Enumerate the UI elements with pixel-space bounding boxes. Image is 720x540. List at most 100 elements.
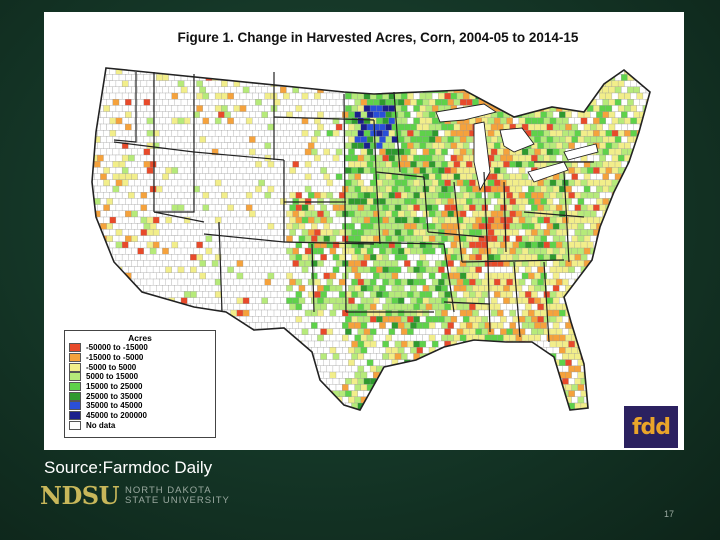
county-cell	[596, 384, 604, 392]
county-cell	[583, 272, 592, 281]
county-cell	[177, 241, 185, 249]
county-cell	[255, 396, 264, 404]
county-cell	[438, 68, 446, 75]
county-cell	[397, 68, 406, 69]
county-cell	[524, 278, 532, 286]
county-cell	[639, 161, 648, 169]
county-cell	[447, 185, 455, 193]
county-cell	[621, 347, 629, 355]
county-cell	[596, 136, 604, 144]
county-cell	[577, 86, 586, 95]
county-cell	[493, 229, 501, 237]
county-cell	[521, 309, 529, 317]
county-cell	[298, 322, 306, 330]
county-cell	[276, 378, 284, 386]
county-cell	[447, 68, 455, 69]
county-cell	[385, 123, 393, 131]
county-cell	[528, 384, 535, 392]
county-cell	[565, 111, 573, 119]
county-cell	[630, 229, 639, 237]
county-cell	[118, 86, 127, 94]
county-cell	[187, 68, 195, 69]
county-cell	[617, 216, 625, 225]
county-cell	[357, 142, 365, 150]
county-cell	[503, 74, 511, 82]
county-cell	[518, 316, 526, 323]
county-cell	[109, 278, 118, 287]
county-cell	[311, 371, 318, 380]
county-cell	[639, 210, 647, 218]
county-cell	[140, 105, 148, 112]
county-cell	[435, 123, 443, 131]
county-cell	[642, 204, 650, 212]
county-cell	[565, 334, 573, 342]
county-cell	[214, 390, 223, 398]
county-cell	[252, 340, 260, 349]
county-cell	[590, 111, 597, 119]
county-cell	[295, 142, 303, 150]
county-cell	[103, 179, 111, 187]
county-cell	[410, 384, 419, 392]
county-cell	[624, 192, 632, 200]
county-cell	[245, 167, 254, 174]
county-cell	[593, 390, 601, 398]
county-cell	[171, 316, 179, 323]
county-cell	[137, 322, 146, 330]
county-cell	[559, 223, 567, 231]
county-cell	[639, 322, 648, 330]
county-cell	[456, 130, 464, 138]
county-cell	[596, 198, 603, 206]
county-cell	[528, 198, 535, 205]
county-cell	[388, 390, 396, 398]
county-cell	[608, 223, 617, 230]
county-cell	[360, 68, 368, 70]
county-cell	[270, 216, 278, 225]
county-cell	[92, 136, 95, 143]
county-cell	[264, 390, 272, 398]
county-cell	[596, 359, 604, 367]
county-cell	[645, 136, 650, 144]
county-cell	[264, 291, 272, 299]
county-cell	[534, 309, 541, 318]
county-cell	[608, 210, 617, 218]
county-cell	[242, 74, 250, 82]
county-cell	[125, 322, 132, 330]
county-cell	[233, 328, 241, 336]
county-cell	[332, 179, 340, 187]
county-cell	[357, 68, 366, 76]
county-cell	[648, 390, 650, 398]
county-cell	[574, 92, 583, 101]
county-cell	[484, 371, 492, 379]
county-cell	[165, 278, 172, 287]
county-cell	[540, 359, 549, 368]
county-cell	[500, 378, 508, 385]
county-cell	[599, 278, 608, 287]
county-cell	[261, 68, 270, 70]
county-cell	[456, 68, 464, 75]
county-cell	[605, 117, 613, 125]
county-cell	[614, 68, 622, 70]
county-cell	[391, 347, 399, 354]
county-cell	[462, 179, 470, 187]
county-cell	[221, 68, 229, 76]
county-cell	[363, 278, 371, 286]
county-cell	[571, 185, 579, 194]
county-cell	[639, 173, 648, 181]
county-cell	[385, 111, 393, 119]
county-cell	[363, 68, 372, 75]
county-cell	[301, 68, 310, 76]
county-cell	[410, 322, 418, 330]
county-cell	[311, 68, 318, 69]
county-cell	[478, 384, 486, 391]
county-cell	[506, 353, 514, 361]
county-cell	[202, 167, 210, 174]
county-cell	[205, 322, 214, 329]
county-cell	[97, 278, 105, 287]
county-cell	[524, 117, 532, 125]
county-cell	[565, 74, 573, 82]
county-cell	[400, 216, 408, 224]
county-cell	[242, 185, 251, 194]
county-cell	[273, 68, 282, 69]
county-cell	[121, 80, 129, 88]
county-cell	[261, 322, 269, 330]
